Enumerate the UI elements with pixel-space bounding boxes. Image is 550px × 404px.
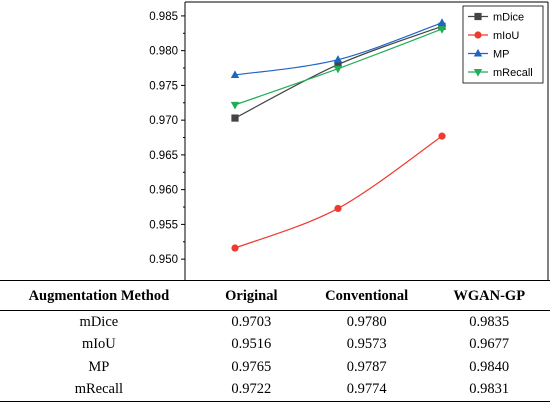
legend-item: mDice — [468, 12, 524, 24]
cell-value: 0.9787 — [346, 358, 387, 375]
chart-legend: mDice mIoU MP mRecall — [462, 5, 544, 84]
data-point — [334, 204, 342, 213]
cell-value: 0.9516 — [231, 336, 272, 353]
series-miou — [231, 132, 446, 252]
series-mp — [230, 18, 447, 78]
series-layer — [230, 18, 447, 252]
header-wgan-gp: WGAN-GP — [428, 280, 550, 311]
table-header-row: Augmentation Method Original Conventiona… — [0, 280, 550, 311]
series-line — [234, 135, 443, 249]
data-point — [473, 48, 483, 57]
header-original: Original — [197, 280, 305, 311]
data-point — [474, 12, 482, 21]
cell-value: 0.9703 — [231, 313, 272, 330]
data-point — [230, 70, 240, 78]
header-conventional: Conventional — [304, 280, 429, 311]
cell-value: 0.9835 — [469, 313, 510, 330]
results-table-container: Augmentation Method Original Conventiona… — [0, 280, 550, 402]
data-point — [231, 114, 239, 122]
legend-item: MP — [468, 49, 510, 61]
cell-value: 0.9722 — [197, 378, 305, 402]
table-row: mIoU 0.9516 0.9573 0.9677 — [0, 334, 550, 357]
legend-label: MP — [493, 49, 510, 61]
chart-axes — [184, 1, 549, 280]
legend-item: mRecall — [468, 67, 533, 79]
data-point — [437, 26, 447, 34]
y-tick-label: 0.965 — [149, 150, 178, 162]
y-tick-label: 0.955 — [149, 219, 178, 231]
row-label: MP — [88, 358, 110, 375]
header-method: Augmentation Method — [0, 280, 198, 311]
data-point — [333, 65, 343, 74]
y-tick-label: 0.970 — [149, 115, 178, 127]
row-label: mRecall — [0, 378, 198, 402]
y-tick-label: 0.985 — [149, 11, 178, 23]
series-mrecall — [230, 26, 447, 110]
legend-label: mRecall — [493, 67, 533, 79]
y-axis-ticks: 0.950 0.955 0.960 0.965 0.970 0.975 0.980 0.985 — [149, 11, 185, 266]
table-row: MP 0.9765 0.9787 0.9840 — [0, 356, 550, 379]
y-tick-label: 0.980 — [149, 46, 178, 58]
cell-value: 0.9573 — [346, 336, 387, 353]
y-tick-label: 0.975 — [149, 80, 178, 92]
line-chart: 0.950 0.955 0.960 0.965 0.970 0.975 0.980 0.985… — [149, 1, 549, 280]
legend-item: mIoU — [468, 30, 519, 42]
row-label: mIoU — [81, 336, 116, 353]
y-tick-label: 0.950 — [149, 254, 178, 266]
table-row: mDice 0.9703 0.9780 0.9835 — [0, 311, 550, 334]
data-point — [333, 55, 343, 63]
y-tick-label: 0.960 — [149, 185, 178, 197]
cell-value: 0.9677 — [469, 336, 510, 353]
row-label: mDice — [79, 313, 119, 330]
data-point — [474, 31, 482, 39]
cell-value: 0.9780 — [346, 313, 387, 330]
results-table: Augmentation Method Original Conventiona… — [0, 280, 550, 402]
legend-label: mIoU — [493, 30, 519, 42]
data-point — [230, 101, 240, 110]
cell-value: 0.9831 — [428, 378, 550, 402]
data-point — [473, 69, 483, 77]
data-point — [438, 132, 446, 140]
cell-value: 0.9765 — [231, 358, 272, 375]
data-point — [334, 60, 342, 69]
data-point — [231, 244, 239, 252]
table-row: mRecall 0.9722 0.9774 0.9831 — [0, 378, 550, 402]
cell-value: 0.9774 — [304, 378, 429, 402]
data-point — [437, 18, 447, 26]
legend-label: mDice — [493, 12, 524, 24]
cell-value: 0.9840 — [469, 358, 510, 375]
